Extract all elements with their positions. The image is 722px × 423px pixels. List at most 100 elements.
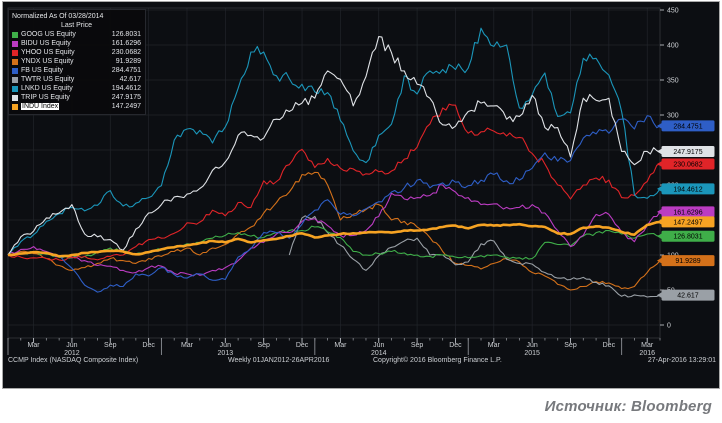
- legend-label-bidu: BIDU US Equity: [21, 40, 71, 47]
- legend-item-twtr[interactable]: TWTR US Equity 42.617: [12, 75, 141, 84]
- legend-item-goog[interactable]: GOOG US Equity 126.8031: [12, 30, 141, 39]
- svg-text:2014: 2014: [371, 350, 387, 357]
- legend-value-lnkd: 194.4612: [111, 85, 141, 92]
- series-line-indu: [7, 220, 661, 258]
- series-line-yhoo: [7, 103, 661, 262]
- svg-text:Dec: Dec: [296, 342, 309, 349]
- legend-value-bidu: 161.6296: [111, 40, 141, 47]
- yhoo-color-swatch: [12, 49, 18, 56]
- legend-value-twtr: 42.617: [119, 76, 141, 83]
- price-badge-bidu: 161.6296: [657, 206, 715, 218]
- footer-security: CCMP Index (NASDAQ Composite Index): [8, 357, 139, 364]
- source-caption: Источник: Bloomberg: [544, 398, 712, 415]
- price-badge-fb: 284.4751: [657, 120, 715, 132]
- series-line-trip: [7, 36, 661, 256]
- svg-text:Dec: Dec: [603, 342, 616, 349]
- legend-label-trip: TRIP US Equity: [21, 94, 70, 101]
- legend-item-yndx[interactable]: YNDX US Equity 91.9289: [12, 57, 141, 66]
- legend-label-fb: FB US Equity: [21, 67, 64, 74]
- legend-item-bidu[interactable]: BIDU US Equity 161.6296: [12, 39, 141, 48]
- legend-label-yndx: YNDX US Equity: [21, 58, 74, 65]
- svg-text:2013: 2013: [218, 350, 234, 357]
- svg-text:450: 450: [667, 8, 679, 15]
- legend-label-twtr: TWTR US Equity: [21, 76, 75, 83]
- footer-timestamp: 27-Apr-2016 13:29:01: [647, 357, 716, 364]
- svg-text:0: 0: [667, 323, 671, 330]
- svg-text:147.2497: 147.2497: [673, 219, 702, 226]
- svg-text:2016: 2016: [639, 350, 655, 357]
- svg-text:Dec: Dec: [142, 342, 155, 349]
- svg-text:2012: 2012: [64, 350, 80, 357]
- legend-item-indu[interactable]: INDU Index 147.2497: [12, 102, 141, 111]
- legend-value-fb: 284.4751: [111, 67, 141, 74]
- svg-text:Jun: Jun: [66, 342, 77, 349]
- svg-text:161.6296: 161.6296: [673, 209, 702, 216]
- legend-item-trip[interactable]: TRIP US Equity 247.9175: [12, 93, 141, 102]
- svg-text:230.0682: 230.0682: [673, 161, 702, 168]
- svg-text:91.9289: 91.9289: [675, 258, 700, 265]
- series-lines: [7, 27, 661, 298]
- svg-text:Mar: Mar: [488, 342, 501, 349]
- series-line-lnkd: [7, 27, 661, 256]
- fb-color-swatch: [12, 67, 18, 74]
- legend-subtitle: Last Price: [60, 22, 93, 29]
- svg-text:284.4751: 284.4751: [673, 123, 702, 130]
- legend-value-yhoo: 230.0682: [111, 49, 141, 56]
- indu-color-swatch: [12, 103, 18, 110]
- series-line-bidu: [7, 184, 661, 277]
- legend-item-yhoo[interactable]: YHOO US Equity 230.0682: [12, 48, 141, 57]
- legend-label-goog: GOOG US Equity: [21, 31, 76, 38]
- gridlines: [8, 8, 660, 338]
- legend-value-yndx: 91.9289: [115, 58, 141, 65]
- legend-item-lnkd[interactable]: LNKD US Equity 194.4612: [12, 84, 141, 93]
- twtr-color-swatch: [12, 76, 18, 83]
- legend-label-indu: INDU Index: [21, 103, 60, 110]
- svg-text:300: 300: [667, 113, 679, 120]
- price-badge-lnkd: 194.4612: [657, 183, 715, 195]
- footer-period: Weekly 01JAN2012-26APR2016: [228, 357, 330, 364]
- price-badge-twtr: 42.617: [657, 289, 715, 301]
- price-badge-goog: 126.8031: [657, 230, 715, 242]
- svg-text:400: 400: [667, 43, 679, 50]
- lnkd-color-swatch: [12, 85, 18, 92]
- price-badge-indu: 147.2497: [657, 216, 715, 228]
- yndx-color-swatch: [12, 58, 18, 65]
- series-line-goog: [7, 225, 661, 260]
- chart-canvas: Mar Jun Sep Dec Mar Jun Sep Dec Mar Jun Sep Dec Mar J…: [7, 8, 715, 357]
- legend-item-fb[interactable]: FB US Equity 284.4751: [12, 66, 141, 75]
- series-line-twtr: [288, 215, 661, 298]
- svg-text:Sep: Sep: [257, 342, 270, 349]
- svg-text:42.617: 42.617: [677, 293, 699, 300]
- series-line-fb: [58, 115, 661, 293]
- chart-footer: CCMP Index (NASDAQ Composite Index) Week…: [0, 357, 722, 368]
- bidu-color-swatch: [12, 40, 18, 47]
- legend-value-goog: 126.8031: [111, 31, 141, 38]
- svg-text:Mar: Mar: [181, 342, 194, 349]
- legend-label-yhoo: YHOO US Equity: [21, 49, 75, 56]
- svg-text:Jun: Jun: [220, 342, 231, 349]
- legend-title: Normalized As Of 03/28/2014: [12, 13, 104, 20]
- trip-color-swatch: [12, 94, 18, 101]
- goog-color-swatch: [12, 31, 18, 38]
- svg-text:247.9175: 247.9175: [673, 149, 702, 156]
- svg-text:Sep: Sep: [104, 342, 117, 349]
- svg-text:Jun: Jun: [527, 342, 538, 349]
- legend-value-trip: 247.9175: [111, 94, 141, 101]
- footer-copyright: Copyright© 2016 Bloomberg Finance L.P.: [373, 357, 502, 364]
- svg-text:Dec: Dec: [449, 342, 462, 349]
- svg-text:Sep: Sep: [411, 342, 424, 349]
- svg-text:2015: 2015: [524, 350, 540, 357]
- chart-legend: Normalized As Of 03/28/2014 Last Price G…: [8, 9, 146, 115]
- price-badge-trip: 247.9175: [657, 145, 715, 157]
- series-line-yndx: [7, 171, 661, 291]
- svg-text:Jun: Jun: [373, 342, 384, 349]
- legend-value-indu: 147.2497: [111, 103, 141, 110]
- svg-text:Mar: Mar: [28, 342, 41, 349]
- svg-text:Mar: Mar: [641, 342, 654, 349]
- price-badges: 284.4751 247.9175 230.0682 194.4612 161.6296…: [657, 120, 715, 301]
- svg-text:194.4612: 194.4612: [673, 186, 702, 193]
- svg-text:350: 350: [667, 78, 679, 85]
- price-badge-yhoo: 230.0682: [657, 158, 715, 170]
- legend-label-lnkd: LNKD US Equity: [21, 85, 73, 92]
